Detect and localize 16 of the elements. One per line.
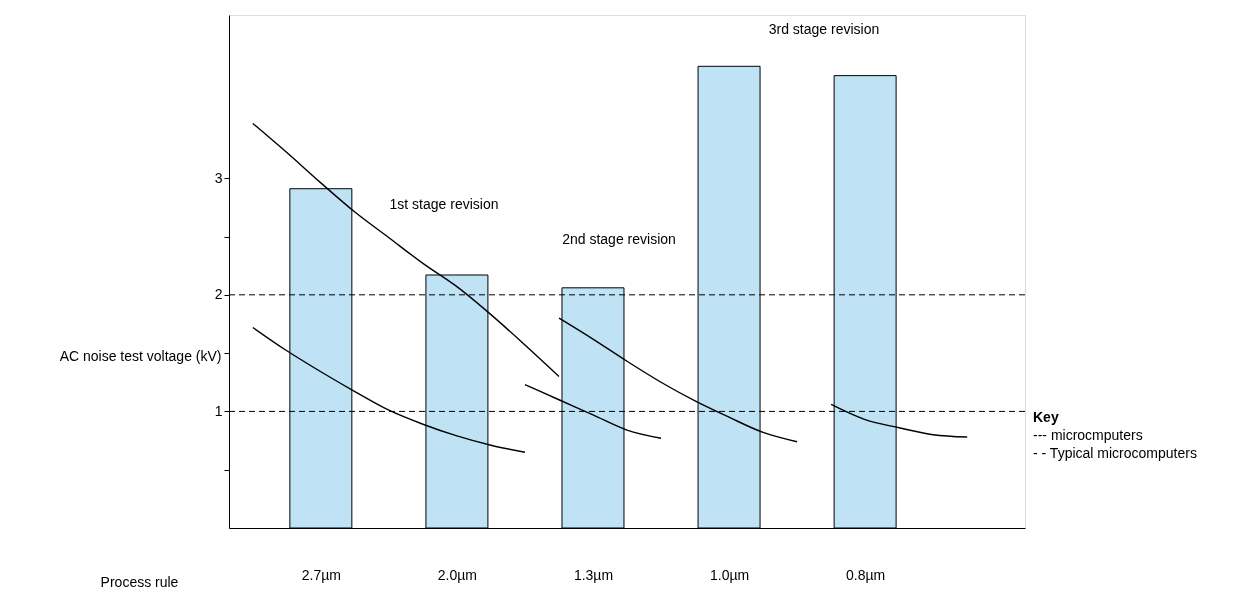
text: --- microcmputers [1033, 427, 1143, 443]
x-tick-label: 0.8µm [846, 566, 886, 583]
y-tick-label: 1 [214, 402, 223, 419]
annotation: 3rd stage revision [768, 21, 880, 37]
annotation: 2nd stage revision [562, 231, 676, 247]
x-tick-label: 2.7µm [301, 566, 341, 583]
text: Key [1033, 409, 1059, 425]
y-tick-label: 3 [214, 169, 223, 186]
x-axis-title: Process rule [100, 573, 179, 590]
annotation: 1st stage revision [389, 196, 499, 212]
x-tick-label: 1.0µm [709, 566, 750, 583]
y-axis-title: AC noise test voltage (kV) [59, 348, 222, 365]
y-tick-label: 2 [214, 286, 223, 303]
x-tick-label: 2.0µm [437, 566, 478, 583]
text: - - Typical microcomputers [1033, 445, 1197, 461]
x-tick-label: 1.3µm [573, 566, 614, 583]
